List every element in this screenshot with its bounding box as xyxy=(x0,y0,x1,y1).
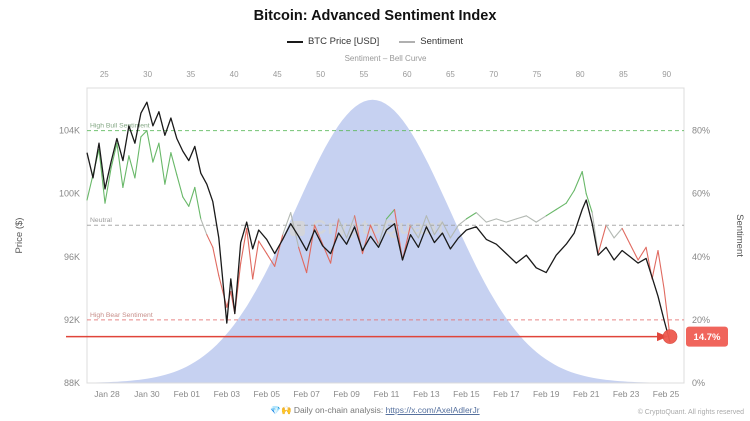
plot-border xyxy=(86,87,685,384)
legend-item-sentiment[interactable]: Sentiment xyxy=(399,36,463,47)
date-tick: Feb 07 xyxy=(293,389,320,399)
date-tick: Feb 19 xyxy=(533,389,560,399)
date-tick: Feb 11 xyxy=(374,389,400,399)
top-axis-tick: 40 xyxy=(230,70,239,79)
highlight-dot xyxy=(662,329,678,344)
legend: BTC Price [USD] Sentiment xyxy=(0,36,750,47)
top-axis-tick: 30 xyxy=(143,70,152,79)
highlight-badge-label: 14.7% xyxy=(694,332,721,343)
top-axis-tick: 85 xyxy=(619,70,628,79)
right-axis-title: Sentiment xyxy=(734,214,745,257)
legend-label-sentiment: Sentiment xyxy=(420,36,464,47)
top-axis-tick: 60 xyxy=(403,70,412,79)
bell-curve xyxy=(87,99,684,384)
footer-note: 💎🙌 Daily on-chain analysis: https://x.co… xyxy=(0,405,750,416)
legend-item-btc-price[interactable]: BTC Price [USD] xyxy=(286,36,380,47)
date-tick: Jan 30 xyxy=(134,389,160,399)
btc-price-swatch xyxy=(286,40,303,43)
date-tick: Feb 15 xyxy=(453,389,480,399)
date-tick: Feb 05 xyxy=(253,389,280,399)
sentiment-tick: 0% xyxy=(692,378,705,388)
price-tick: 96K xyxy=(64,252,80,262)
top-axis-tick: 45 xyxy=(273,70,282,79)
top-axis-tick: 80 xyxy=(576,70,585,79)
guide-label-high-bear: High Bear Sentiment xyxy=(90,312,153,319)
top-axis-tick: 50 xyxy=(316,70,325,79)
top-axis-tick: 70 xyxy=(489,70,498,79)
date-tick: Feb 09 xyxy=(333,389,360,399)
top-axis-tick: 55 xyxy=(359,70,368,79)
highlight-badge xyxy=(686,326,728,347)
top-axis-tick: 75 xyxy=(532,70,541,79)
price-tick: 92K xyxy=(64,315,80,325)
top-axis-tick: 90 xyxy=(662,70,671,79)
date-tick: Feb 03 xyxy=(214,389,241,399)
sentiment-tick: 20% xyxy=(692,315,710,325)
date-tick: Feb 25 xyxy=(653,389,680,399)
left-axis-title: Price ($) xyxy=(14,218,25,254)
sentiment-tick: 80% xyxy=(692,126,710,136)
sentiment-tick: 40% xyxy=(692,252,710,262)
price-tick: 88K xyxy=(64,378,80,388)
guide-label-high-bull: High Bull Sentiment xyxy=(90,123,150,130)
copyright: © CryptoQuant. All rights reserved xyxy=(637,409,744,416)
date-tick: Jan 28 xyxy=(94,389,120,399)
btc-price-line xyxy=(86,101,671,343)
date-tick: Feb 13 xyxy=(413,389,440,399)
top-axis-title: Sentiment – Bell Curve xyxy=(345,54,427,63)
highlight-arrowhead xyxy=(657,332,669,342)
date-tick: Feb 23 xyxy=(613,389,640,399)
chart-title: Bitcoin: Advanced Sentiment Index xyxy=(253,8,497,24)
guide-label-neutral: Neutral xyxy=(90,217,112,224)
date-tick: Feb 01 xyxy=(174,389,201,399)
top-axis-tick: 35 xyxy=(186,70,195,79)
legend-label-btc-price: BTC Price [USD] xyxy=(307,36,380,47)
sentiment-swatch xyxy=(399,40,416,43)
footer-note-text: 💎🙌 Daily on-chain analysis: xyxy=(270,405,386,415)
price-tick: 100K xyxy=(59,189,80,199)
top-axis-tick: 25 xyxy=(100,70,109,79)
date-tick: Feb 21 xyxy=(573,389,600,399)
date-tick: Feb 17 xyxy=(493,389,520,399)
sentiment-tick: 60% xyxy=(692,189,710,199)
footer-link[interactable]: https://x.com/AxelAdlerJr xyxy=(385,405,480,415)
top-axis-tick: 65 xyxy=(446,70,455,79)
price-tick: 104K xyxy=(59,126,80,136)
